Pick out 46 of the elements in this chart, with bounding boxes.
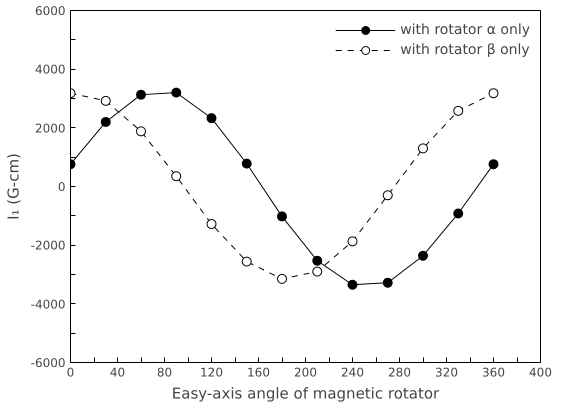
x-tick-label: 360: [482, 366, 505, 380]
point: [312, 266, 322, 277]
legend-label: with rotator β only: [400, 42, 530, 58]
point: [348, 236, 358, 246]
point: [171, 88, 182, 98]
point: [277, 274, 287, 284]
x-tick-label: 120: [200, 366, 223, 380]
legend-label: with rotator α only: [400, 22, 530, 38]
y-tick-label: -2000: [30, 238, 66, 253]
point: [382, 278, 393, 288]
point: [242, 158, 252, 169]
y-tick-label: 0: [58, 180, 66, 194]
point: [136, 126, 146, 136]
x-tick-label: 320: [435, 366, 458, 380]
x-tick-label: 400: [529, 366, 552, 380]
point: [206, 219, 216, 230]
point: [418, 143, 428, 154]
point: [488, 88, 498, 98]
y-tick-label: -6000: [30, 356, 66, 370]
point: [136, 90, 146, 100]
x-tick-label: 200: [294, 366, 317, 380]
y-tick-label: 4000: [34, 62, 66, 77]
x-axis-title: Easy-axis angle of magnetic rotator: [172, 384, 440, 402]
point: [206, 113, 216, 124]
y-tick-label: 6000: [34, 4, 66, 18]
x-tick-label: 160: [247, 366, 270, 380]
x-tick-label: 80: [156, 366, 172, 380]
point: [277, 211, 287, 222]
point: [418, 250, 428, 261]
point: [453, 208, 464, 218]
x-tick-label: 40: [110, 366, 126, 380]
point: [312, 256, 322, 266]
y-tick-label: 2000: [34, 121, 66, 136]
x-tick-label: 240: [341, 366, 364, 380]
x-tick-label: 0: [66, 366, 74, 380]
point: [242, 256, 252, 267]
point: [488, 159, 498, 170]
point: [382, 190, 393, 200]
point: [348, 280, 358, 290]
point: [453, 106, 464, 116]
y-tick-label: -4000: [30, 297, 66, 312]
point: [100, 116, 111, 127]
point: [171, 171, 182, 182]
y-axis-title: I₁ (G-cm): [4, 153, 23, 220]
point: [100, 96, 111, 106]
x-tick-label: 280: [388, 366, 411, 380]
